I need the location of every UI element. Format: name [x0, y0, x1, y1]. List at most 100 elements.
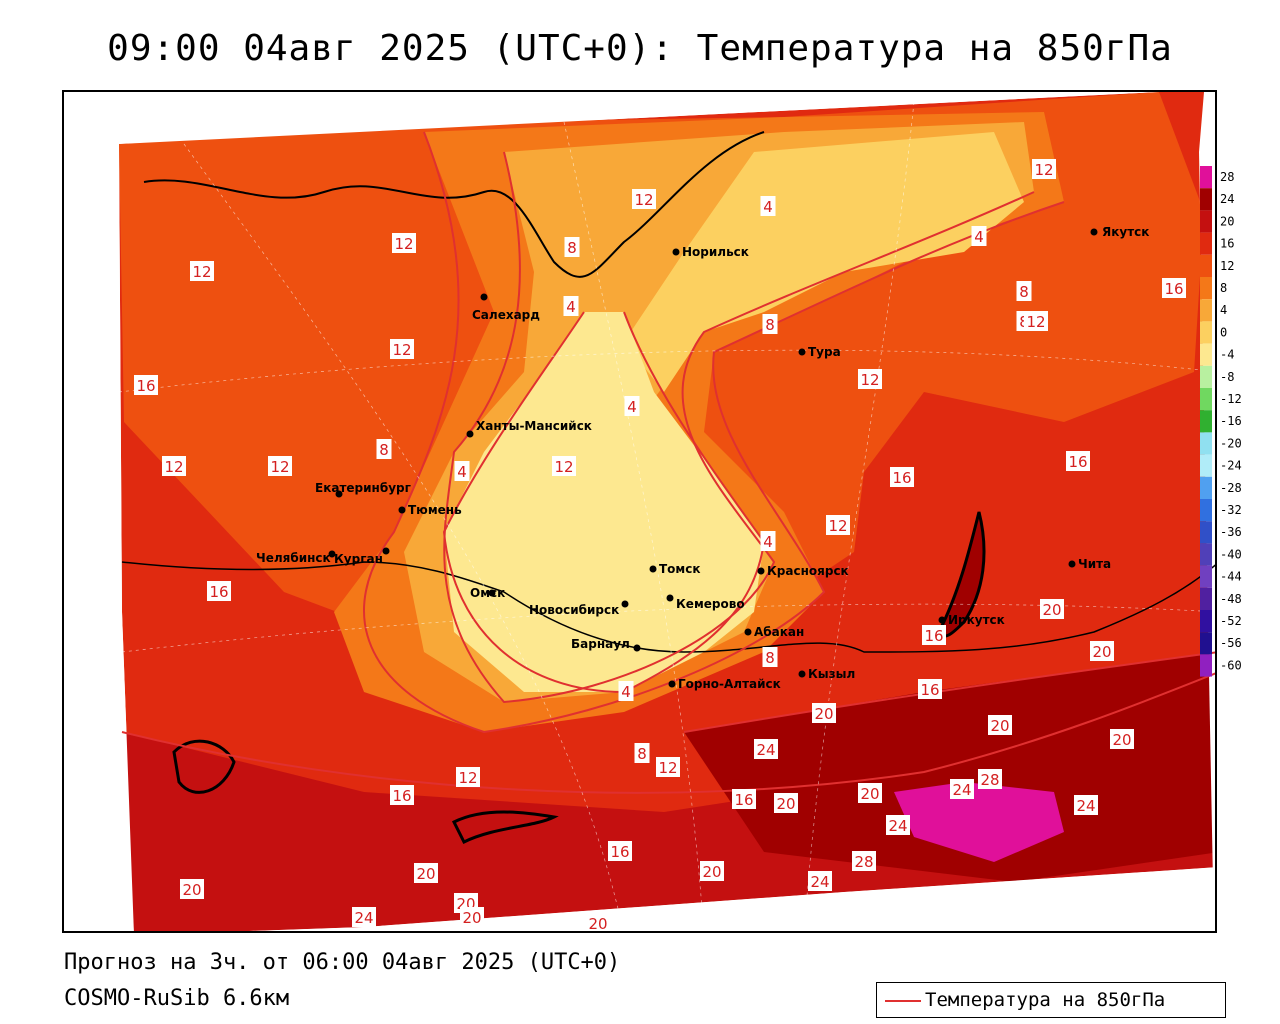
isotherm-label-box: [552, 456, 576, 476]
isotherm-label: 8: [765, 649, 775, 667]
legend-line-swatch: [885, 1000, 921, 1002]
temp-zone-0-4: [624, 132, 1024, 392]
scale-swatch: [1200, 654, 1212, 677]
isotherm-label-box: [390, 339, 414, 359]
isotherm-label: 8: [379, 441, 389, 459]
isotherm-label-box: [732, 789, 756, 809]
isotherm-label: 20: [588, 915, 607, 933]
isotherm-label-box: [460, 907, 484, 927]
isotherm-label-box: [760, 531, 776, 551]
isotherm-label-box: [624, 396, 640, 416]
scale-swatch: [1200, 632, 1212, 655]
scale-swatch: [1200, 432, 1212, 455]
city-dot: [488, 589, 496, 597]
isotherm-label-box: [812, 703, 836, 723]
scale-swatch: [1200, 499, 1212, 522]
isotherm-label: 16: [920, 681, 939, 699]
scale-swatch: [1200, 410, 1212, 433]
map-title: 09:00 04авг 2025 (UTC+0): Температура на…: [107, 28, 1173, 69]
outside-domain-s: [249, 867, 1215, 931]
isotherm-label-box: [1066, 451, 1090, 471]
isotherm-label-box: [392, 233, 416, 253]
city-label: Салехард: [472, 308, 540, 322]
legend-label: Температура на 850гПа: [925, 989, 1166, 1011]
isotherm-label: 24: [810, 873, 829, 891]
isotherm-label: 24: [756, 741, 775, 759]
city-dot: [466, 430, 474, 438]
scale-tick-label: -52: [1220, 614, 1242, 628]
isotherm-label: 16: [734, 791, 753, 809]
scale-tick-label: 16: [1220, 237, 1234, 251]
isotherm-label-box: [190, 261, 214, 281]
isotherm-label-box: [950, 779, 974, 799]
city-label: Кемерово: [676, 597, 745, 611]
city-label: Чита: [1078, 557, 1111, 571]
scale-swatch: [1200, 299, 1212, 322]
isotherm-label-box: [754, 739, 778, 759]
scale-tick-label: -4: [1220, 348, 1234, 362]
temperature-map: 12 12 12 12 16 12 8 12 16 12 8 4 4 4 4 4 8 4 8 12 16 12 16 20 20…: [62, 90, 1217, 933]
isotherm-label: 20: [860, 785, 879, 803]
scale-swatch: [1200, 166, 1212, 189]
isotherm-label: 4: [566, 298, 576, 316]
isotherm-label-box: [858, 783, 882, 803]
isotherm-label-box: [890, 467, 914, 487]
city-label: Томск: [659, 562, 701, 576]
isotherm-label: 12: [828, 517, 847, 535]
isotherm-label: 4: [763, 533, 773, 551]
forecast-info: Прогноз на 3ч. от 06:00 04авг 2025 (UTC+…: [64, 950, 621, 975]
isotherm-label-box: [774, 793, 798, 813]
isotherm-label-box: [808, 871, 832, 891]
isotherm-label-box: [886, 815, 910, 835]
isotherm-label-box: [632, 189, 656, 209]
city-label: Якутск: [1102, 225, 1149, 239]
isotherm-label-box: [180, 879, 204, 899]
city-dot: [744, 628, 752, 636]
city-dot: [672, 248, 680, 256]
scale-swatch: [1200, 587, 1212, 610]
isotherm-label-box: [918, 679, 942, 699]
scale-swatch: [1200, 321, 1212, 344]
scale-swatch: [1200, 188, 1212, 211]
city-label: Абакан: [754, 625, 804, 639]
isotherm-label-box: [1016, 281, 1032, 301]
isotherm-label: 20: [182, 881, 201, 899]
isotherm-labels: 12 12 12 12 16 12 8 12 16 12 8 4 4 4 4 4 8 4 8 12 16 12 16 20 20…: [134, 159, 1186, 933]
scale-swatch: [1200, 388, 1212, 411]
scale-swatch: [1200, 232, 1212, 255]
isotherm-label: 24: [1076, 797, 1095, 815]
isotherm-label-box: [414, 863, 438, 883]
isotherm-label: 20: [990, 717, 1009, 735]
isotherm-label-box: [268, 456, 292, 476]
city-label: Красноярск: [767, 564, 849, 578]
scale-tick-label: -36: [1220, 525, 1242, 539]
isotherm-label: 12: [192, 263, 211, 281]
scale-tick-label: 12: [1220, 259, 1234, 273]
scale-tick-label: 0: [1220, 325, 1227, 339]
isotherm-label-box: [1074, 795, 1098, 815]
city-label: Екатеринбург: [315, 481, 411, 495]
isotherm-label: 16: [1164, 280, 1183, 298]
scale-tick-label: -56: [1220, 636, 1242, 650]
city-dot: [621, 600, 629, 608]
isotherm-label: 16: [892, 469, 911, 487]
city-dot: [757, 567, 765, 575]
isotherm-label-box: [1024, 311, 1048, 331]
isotherm-label: 28: [854, 853, 873, 871]
isotherm-label-box: [978, 769, 1002, 789]
city-dot: [382, 547, 390, 555]
isotherm-label: 20: [1112, 731, 1131, 749]
scale-swatch: [1200, 343, 1212, 366]
city-label: Норильск: [682, 245, 749, 259]
city-dot: [480, 293, 488, 301]
isotherm-label-box: [1032, 159, 1056, 179]
city-label: Новосибирск: [529, 603, 619, 617]
isotherm-label-box: [608, 841, 632, 861]
temp-zone-28-plus: [894, 782, 1064, 862]
isotherm-label: 16: [924, 627, 943, 645]
city-markers: Норильск Салехард Тура Якутск Ханты-Мансийск…: [256, 225, 1149, 691]
scale-tick-label: -16: [1220, 414, 1242, 428]
isotherm-label-box: [1162, 278, 1186, 298]
isotherm-label: 4: [457, 463, 467, 481]
isotherm-label: 16: [392, 787, 411, 805]
